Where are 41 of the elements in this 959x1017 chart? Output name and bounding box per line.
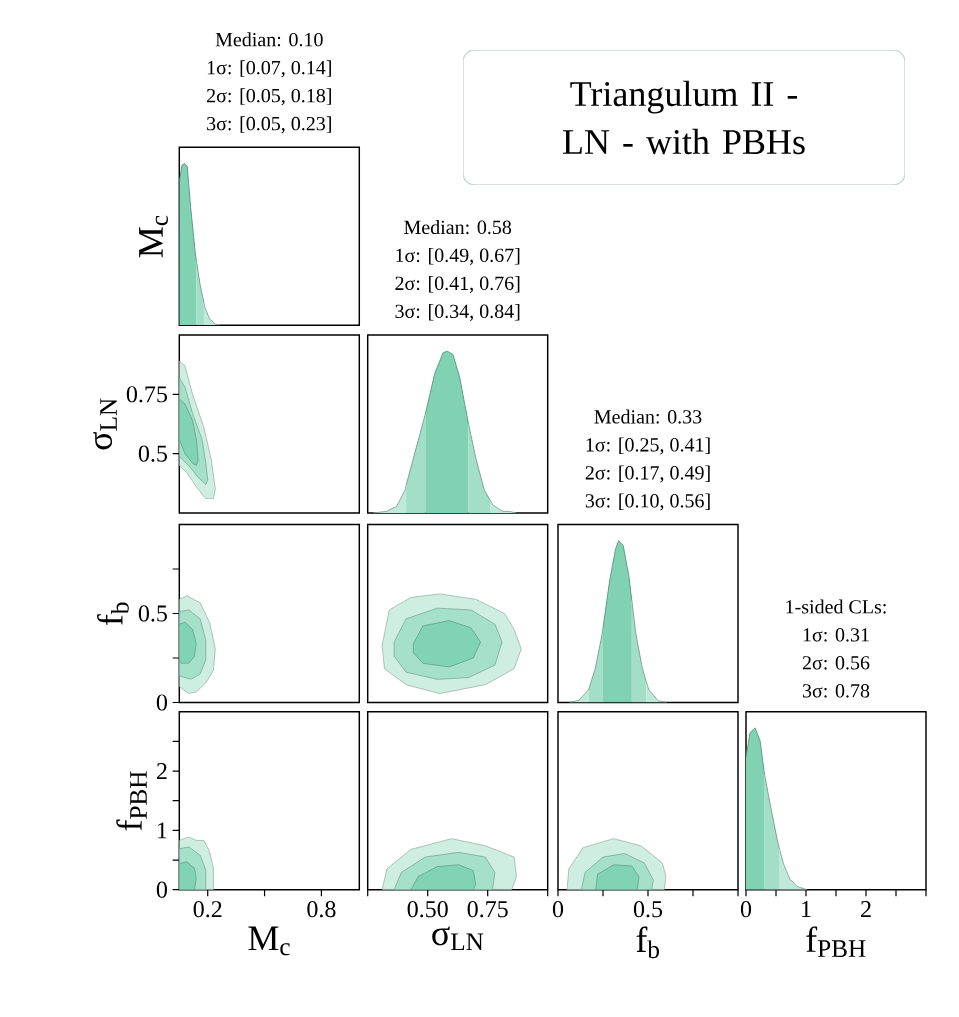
text: 2σ: 0.56: [802, 656, 870, 670]
text: 1σ: [0.49, 0.67]: [396, 248, 520, 265]
x-tick-label: 1: [802, 901, 811, 917]
y-axis-title: M$_{c}$: [139, 215, 168, 258]
chart-title: Median: 0.33: [594, 409, 702, 424]
y-tick-label: 1: [158, 822, 167, 839]
x-tick-label: 0.50: [407, 901, 448, 918]
text: Triangulum II - LN - with PBHs: [563, 80, 805, 155]
x-axis-title: M$_{c}$: [248, 926, 290, 956]
y-tick-label: 0: [156, 694, 167, 711]
chart-title: Median: 0.58: [404, 220, 512, 235]
x-tick-label: 0: [740, 901, 752, 918]
x-axis-title: f$_{b}$: [636, 926, 660, 959]
x-tick-label: 0.2: [193, 901, 222, 918]
x-tick-label: 0: [552, 901, 564, 918]
text: 3σ: [0.05, 0.23]: [207, 116, 331, 134]
text: 1σ: [0.25, 0.41]: [586, 437, 710, 455]
y-tick-label: 0.75: [126, 386, 167, 403]
x-tick-label: 0.8: [307, 901, 336, 918]
y-tick-label: 0.5: [138, 605, 167, 622]
x-axis-title: σ$_{LN}$: [432, 926, 484, 951]
text: 1σ: [0.07, 0.14]: [207, 60, 331, 78]
text: 2σ: [0.17, 0.49]: [585, 465, 710, 483]
y-tick-label: 0: [156, 881, 167, 898]
x-tick-label: 2: [861, 901, 871, 917]
text: 2σ: [0.05, 0.18]: [207, 88, 331, 106]
y-axis-title: f$_{b}$: [97, 602, 129, 626]
chart-title: Median: 0.10: [215, 32, 323, 47]
y-tick-label: 0.5: [138, 445, 167, 462]
text: 3σ: 0.78: [802, 684, 870, 698]
text: 3σ: [0.34, 0.84]: [395, 304, 520, 321]
chart-title: 1-sided CLs:: [786, 599, 886, 614]
text: 2σ: [0.41, 0.76]: [395, 276, 520, 293]
text: 3σ: [0.10, 0.56]: [585, 493, 710, 511]
text: 1σ: 0.31: [803, 628, 869, 642]
x-tick-label: 0.5: [633, 901, 663, 918]
x-axis-title: f$_{PBH}$: [806, 926, 866, 957]
y-tick-label: 2: [156, 763, 167, 779]
x-tick-label: 0.75: [467, 901, 508, 918]
y-axis-title: σ$_{LN}$: [93, 398, 117, 450]
y-axis-title: f$_{PBH}$: [116, 771, 147, 831]
